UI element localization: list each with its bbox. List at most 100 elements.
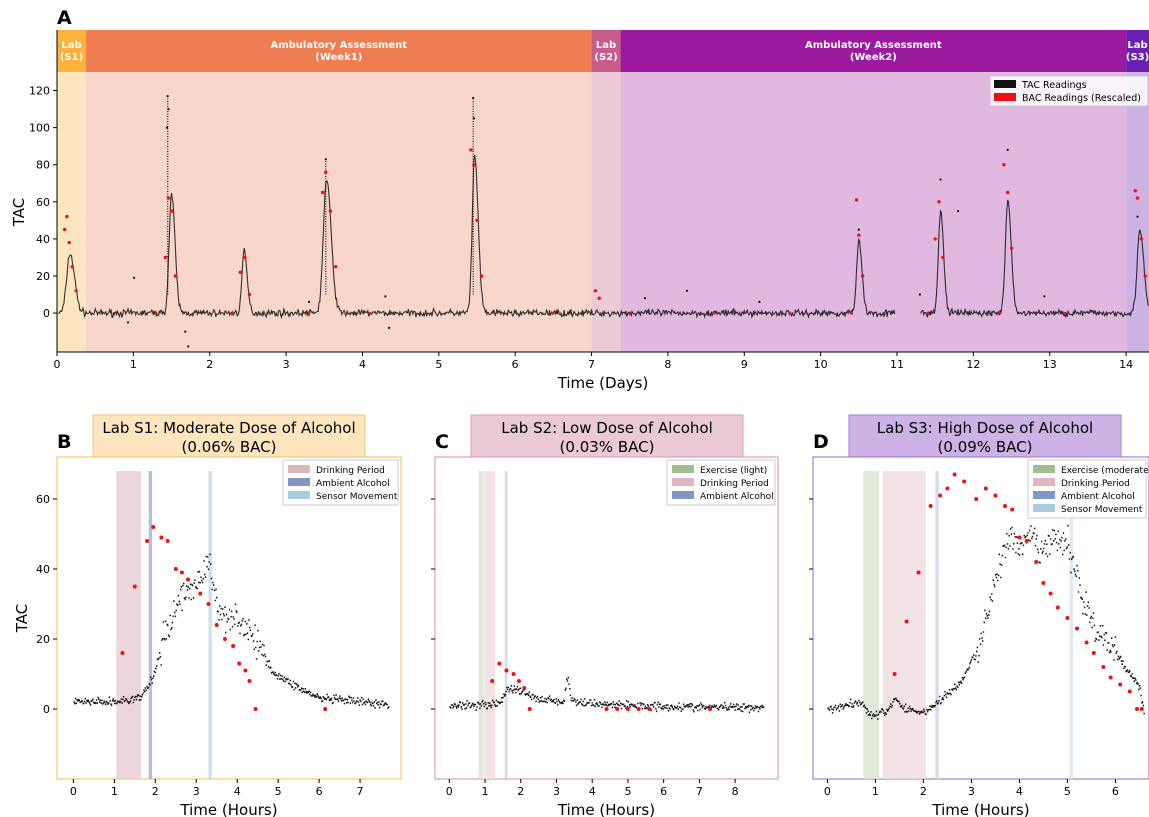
phase-subtitle: (S2) [594,52,617,63]
bac-reading-point [857,233,861,237]
x-tick-label: 6 [660,785,667,798]
x-tick-label: 0 [446,785,453,798]
phase-title: Lab [61,40,81,51]
bac-reading-point [62,227,67,232]
x-tick-label: 4 [589,785,596,798]
x-tick-label: 0 [54,358,61,371]
bac-reading-point [497,661,502,666]
x-tick-label: 4 [234,785,241,798]
bac-reading-point [243,255,247,260]
bac-reading-point [849,311,853,315]
bac-reading-point [1135,196,1140,200]
bac-reading-point [321,190,325,195]
bac-reading-point [941,255,945,260]
bac-reading-point [231,644,236,648]
bac-reading-point [916,570,921,575]
phase-header-band [86,30,592,72]
legend-box [989,75,1149,107]
phase-header-band [591,30,621,72]
bac-reading-point [926,311,929,315]
y-tick-label: 20 [36,270,50,283]
y-tick-label: 40 [36,233,50,246]
bac-reading-point [625,707,630,711]
x-tick-label: 1 [872,785,879,798]
event-band [484,471,496,779]
bac-reading-point [1065,616,1070,620]
phase-background-band [591,72,621,352]
event-band [504,471,508,779]
legend-label: Sensor Movement [316,492,398,502]
phase-background-band [620,72,1127,352]
tac-outlier-point [384,295,387,298]
bac-reading-point [469,148,473,152]
x-tick-label: 7 [696,785,703,798]
x-tick-label: 0 [824,785,831,798]
x-tick-label: 1 [111,785,118,798]
legend-swatch [1033,465,1055,473]
phase-title: Ambulatory Assessment [805,40,942,51]
bac-reading-point [165,539,170,543]
bac-reading-point [788,311,792,315]
bac-reading-point [206,602,211,606]
event-band [1069,471,1074,779]
bac-reading-point [615,707,620,711]
bac-reading-point [186,577,190,582]
phase-subtitle: (Week1) [315,52,362,63]
bac-reading-point [237,661,242,666]
chart-title-line2: (0.06% BAC) [182,438,277,456]
bac-reading-point [1118,682,1123,687]
bac-reading-point [120,651,125,655]
legend-tac-swatch [994,80,1016,88]
bac-reading-point [937,200,941,204]
phase-subtitle: (S3) [1126,52,1149,63]
x-tick-label: 5 [275,785,282,798]
bac-reading-point [70,265,75,269]
tac-outlier-point [133,276,136,279]
bac-reading-point [552,311,555,315]
bac-reading-point [1139,237,1144,241]
tac-outlier-point [918,293,922,296]
bac-reading-point [945,486,950,491]
tac-outlier-point [1006,148,1009,151]
tac-outlier-point [857,228,860,231]
phase-header-band [620,30,1127,72]
x-tick-label: 8 [664,358,671,371]
bac-reading-point [1139,707,1144,711]
x-tick-label: 3 [283,358,290,371]
tac-outlier-point [307,300,311,303]
legend-swatch [288,478,310,486]
plot-frame [56,456,402,780]
bac-reading-point [952,472,957,477]
legend-swatch [288,491,310,499]
phase-header-band [1126,30,1149,72]
bac-reading-point [1002,163,1006,167]
phase-background-band [57,72,87,352]
bac-reading-point [163,255,168,260]
bac-reading-point [597,296,601,300]
tac-outlier-point [165,126,169,129]
bac-reading-point [67,240,71,245]
event-band [882,471,926,779]
phase-subtitle: (S1) [60,52,83,63]
tac-outlier-point [758,300,761,303]
bac-reading-point [247,292,252,297]
bac-reading-point [132,584,137,589]
bac-reading-point [472,163,476,167]
bac-reading-point [253,707,258,711]
legend-swatch [1033,491,1055,499]
tac-outlier-point [685,289,689,292]
bac-reading-point [904,619,909,624]
tac-trace [73,553,390,709]
tac-outlier-point [184,330,187,333]
event-band [116,471,141,779]
x-tick-label: 10 [814,358,828,371]
bac-reading-point [1075,626,1079,631]
chart-title-line2: (0.03% BAC) [560,438,655,456]
x-axis-label: Time (Days) [557,374,649,392]
bac-reading-point [962,479,967,484]
bac-reading-point [1055,605,1060,610]
bac-reading-point [166,196,171,200]
y-axis-label: TAC [10,198,28,227]
panel-a-letter: A [57,7,72,29]
